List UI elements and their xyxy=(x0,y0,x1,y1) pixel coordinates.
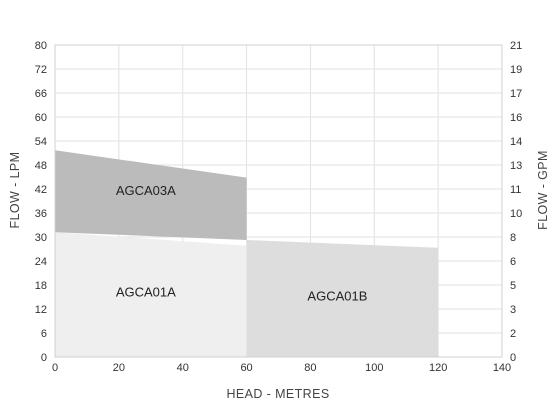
region-labels: AGCA01A AGCA01B AGCA03A xyxy=(116,183,368,303)
y-right-tick-label: 2 xyxy=(510,328,516,340)
y-left-tick-label: 42 xyxy=(35,184,47,196)
region-agca01b xyxy=(246,240,439,357)
x-tick-label: 40 xyxy=(177,362,189,374)
x-tick-label: 140 xyxy=(493,362,511,374)
region-agca01a xyxy=(55,232,247,357)
x-tick-label: 0 xyxy=(52,362,58,374)
region-label-agca03a: AGCA03A xyxy=(116,183,176,198)
y-right-tick-label: 19 xyxy=(510,64,522,76)
axis-ticks: 0 20 40 60 80 100 120 1400612182430364248546066… xyxy=(35,40,523,374)
pump-regions xyxy=(55,150,439,357)
x-axis-title: HEAD - METRES xyxy=(226,387,329,401)
y-left-tick-label: 48 xyxy=(35,160,47,172)
y-right-tick-label: 11 xyxy=(510,184,521,196)
y-axis-left-title: FLOW - LPM xyxy=(8,152,22,229)
y-left-tick-label: 6 xyxy=(41,328,47,340)
x-tick-label: 60 xyxy=(240,362,252,374)
x-tick-label: 100 xyxy=(365,362,383,374)
y-left-tick-label: 12 xyxy=(35,304,47,316)
y-left-tick-label: 54 xyxy=(35,136,47,148)
y-right-tick-label: 17 xyxy=(510,88,522,100)
y-left-tick-label: 60 xyxy=(35,112,47,124)
y-left-tick-label: 36 xyxy=(35,208,47,220)
region-label-agca01b: AGCA01B xyxy=(307,289,367,304)
y-right-tick-label: 0 xyxy=(510,352,516,364)
x-tick-label: 20 xyxy=(113,362,125,374)
x-tick-label: 120 xyxy=(429,362,447,374)
y-right-tick-label: 3 xyxy=(510,304,516,316)
y-left-tick-label: 30 xyxy=(35,232,47,244)
y-left-tick-label: 24 xyxy=(35,256,47,268)
plot-frame xyxy=(54,44,503,358)
y-right-tick-label: 13 xyxy=(510,160,522,172)
region-label-agca01a: AGCA01A xyxy=(116,285,176,300)
y-left-tick-label: 66 xyxy=(35,88,47,100)
y-left-tick-label: 18 xyxy=(35,280,47,292)
y-right-tick-label: 14 xyxy=(510,136,522,148)
y-left-tick-label: 0 xyxy=(41,352,47,364)
y-right-tick-label: 10 xyxy=(510,208,522,220)
y-left-tick-label: 72 xyxy=(35,64,47,76)
y-right-tick-label: 5 xyxy=(510,280,516,292)
plot-border xyxy=(54,44,503,358)
y-right-tick-label: 6 xyxy=(510,256,516,268)
y-right-tick-label: 16 xyxy=(510,112,522,124)
x-tick-label: 80 xyxy=(304,362,316,374)
region-agca03a xyxy=(55,150,247,240)
y-left-tick-label: 80 xyxy=(35,40,47,52)
y-axis-right-title: FLOW - GPM xyxy=(536,150,550,230)
y-right-tick-label: 8 xyxy=(510,232,516,244)
y-right-tick-label: 21 xyxy=(510,40,522,52)
